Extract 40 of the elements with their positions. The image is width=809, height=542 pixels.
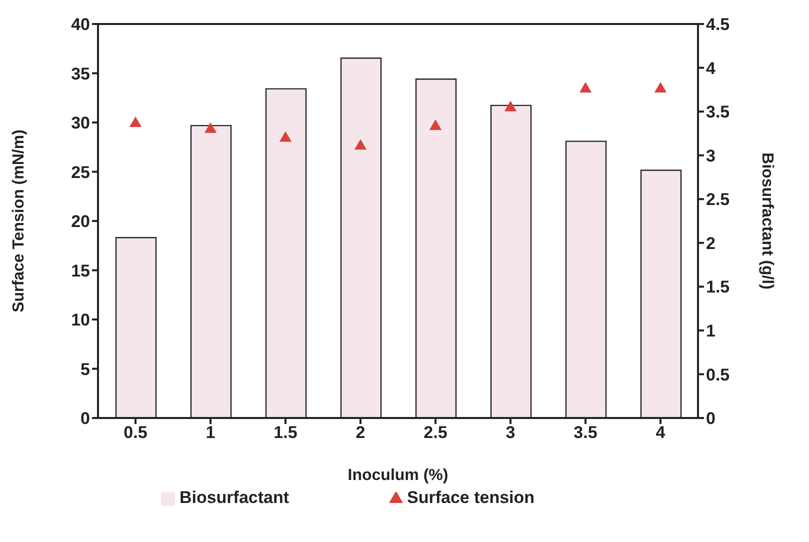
legend-label: Surface tension [407,488,535,507]
x-tick-label: 0.5 [124,423,148,442]
y2-tick-label: 1 [706,321,716,340]
y-tick-label: 30 [71,114,90,133]
y-tick-label: 10 [71,310,90,330]
y2-tick-label: 0 [706,409,716,428]
y-tick-label: 15 [71,261,90,280]
x-tick-label: 1.5 [274,423,298,442]
y-tick-label: 35 [71,64,90,84]
y-tick-label: 40 [71,15,90,34]
point [429,119,442,130]
y2-tick-label: 4 [706,58,716,78]
x-axis-title: Inoculum (%) [348,467,448,484]
x-tick-label: 3 [506,423,516,442]
y-tick-label: 0 [80,409,90,428]
x-tick-label: 1 [206,423,216,442]
point [579,82,592,93]
point [279,131,292,142]
y2-tick-label: 2 [706,234,716,253]
y-tick-label: 25 [71,162,90,182]
legend-label: Biosurfactant [179,488,290,507]
y2-tick-label: 4.5 [706,15,730,34]
x-tick-label: 3.5 [574,423,598,442]
point [354,139,367,150]
y2-tick-label: 3.5 [706,102,730,122]
y2-axis-title: Biosurfactant (g/l) [758,152,776,290]
y-axis-title: Surface Tension (mN/m) [10,130,28,312]
x-tick-label: 2 [356,423,366,442]
y2-tick-label: 2.5 [706,190,730,210]
point [129,116,142,127]
x-tick-label: 2.5 [424,423,448,442]
x-tick-label: 4 [656,423,666,442]
y2-tick-label: 1.5 [706,278,730,297]
point [654,82,667,93]
y2-tick-label: 0.5 [706,365,730,384]
y-tick-label: 5 [80,360,90,379]
point [204,122,217,133]
y2-tick-label: 3 [706,146,716,166]
point [504,100,517,112]
y-tick-label: 20 [71,212,90,232]
